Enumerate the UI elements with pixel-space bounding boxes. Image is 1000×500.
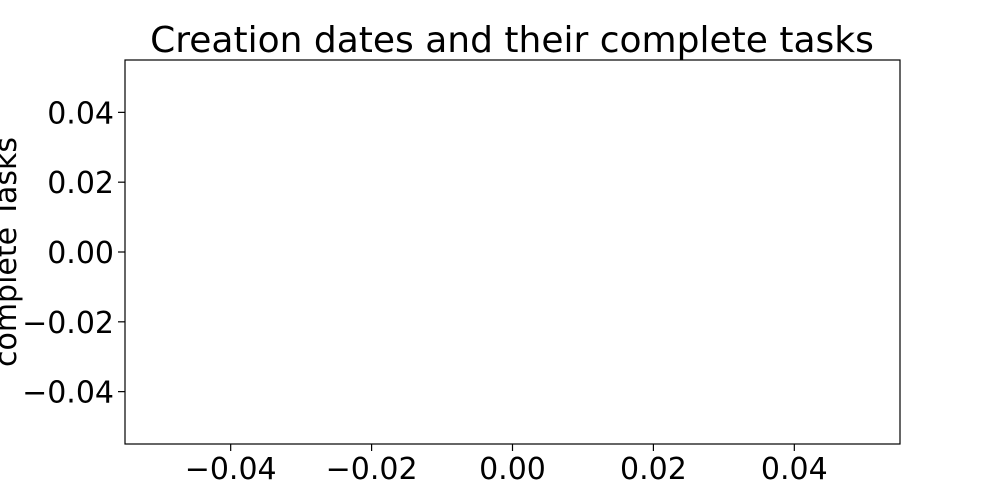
x-tick-label: −0.04 [185,452,277,487]
y-tick-label: −0.04 [22,376,114,411]
y-tick-label: 0.02 [47,166,114,201]
chart-title: Creation dates and their complete tasks [150,20,874,61]
y-tick-label: −0.02 [22,306,114,341]
y-tick-label: 0.04 [47,96,114,131]
x-tick-label: 0.04 [761,452,828,487]
x-tick-label: 0.00 [479,452,546,487]
x-axis: −0.04 −0.02 0.00 0.02 0.04 [185,444,828,487]
x-tick-label: 0.02 [620,452,687,487]
y-axis: −0.04 −0.02 0.00 0.02 0.04 [22,96,125,411]
x-tick-label: −0.02 [326,452,418,487]
plot-area [124,59,901,445]
y-tick-label: 0.00 [47,236,114,271]
y-axis-label: complete Tasks [0,137,24,367]
